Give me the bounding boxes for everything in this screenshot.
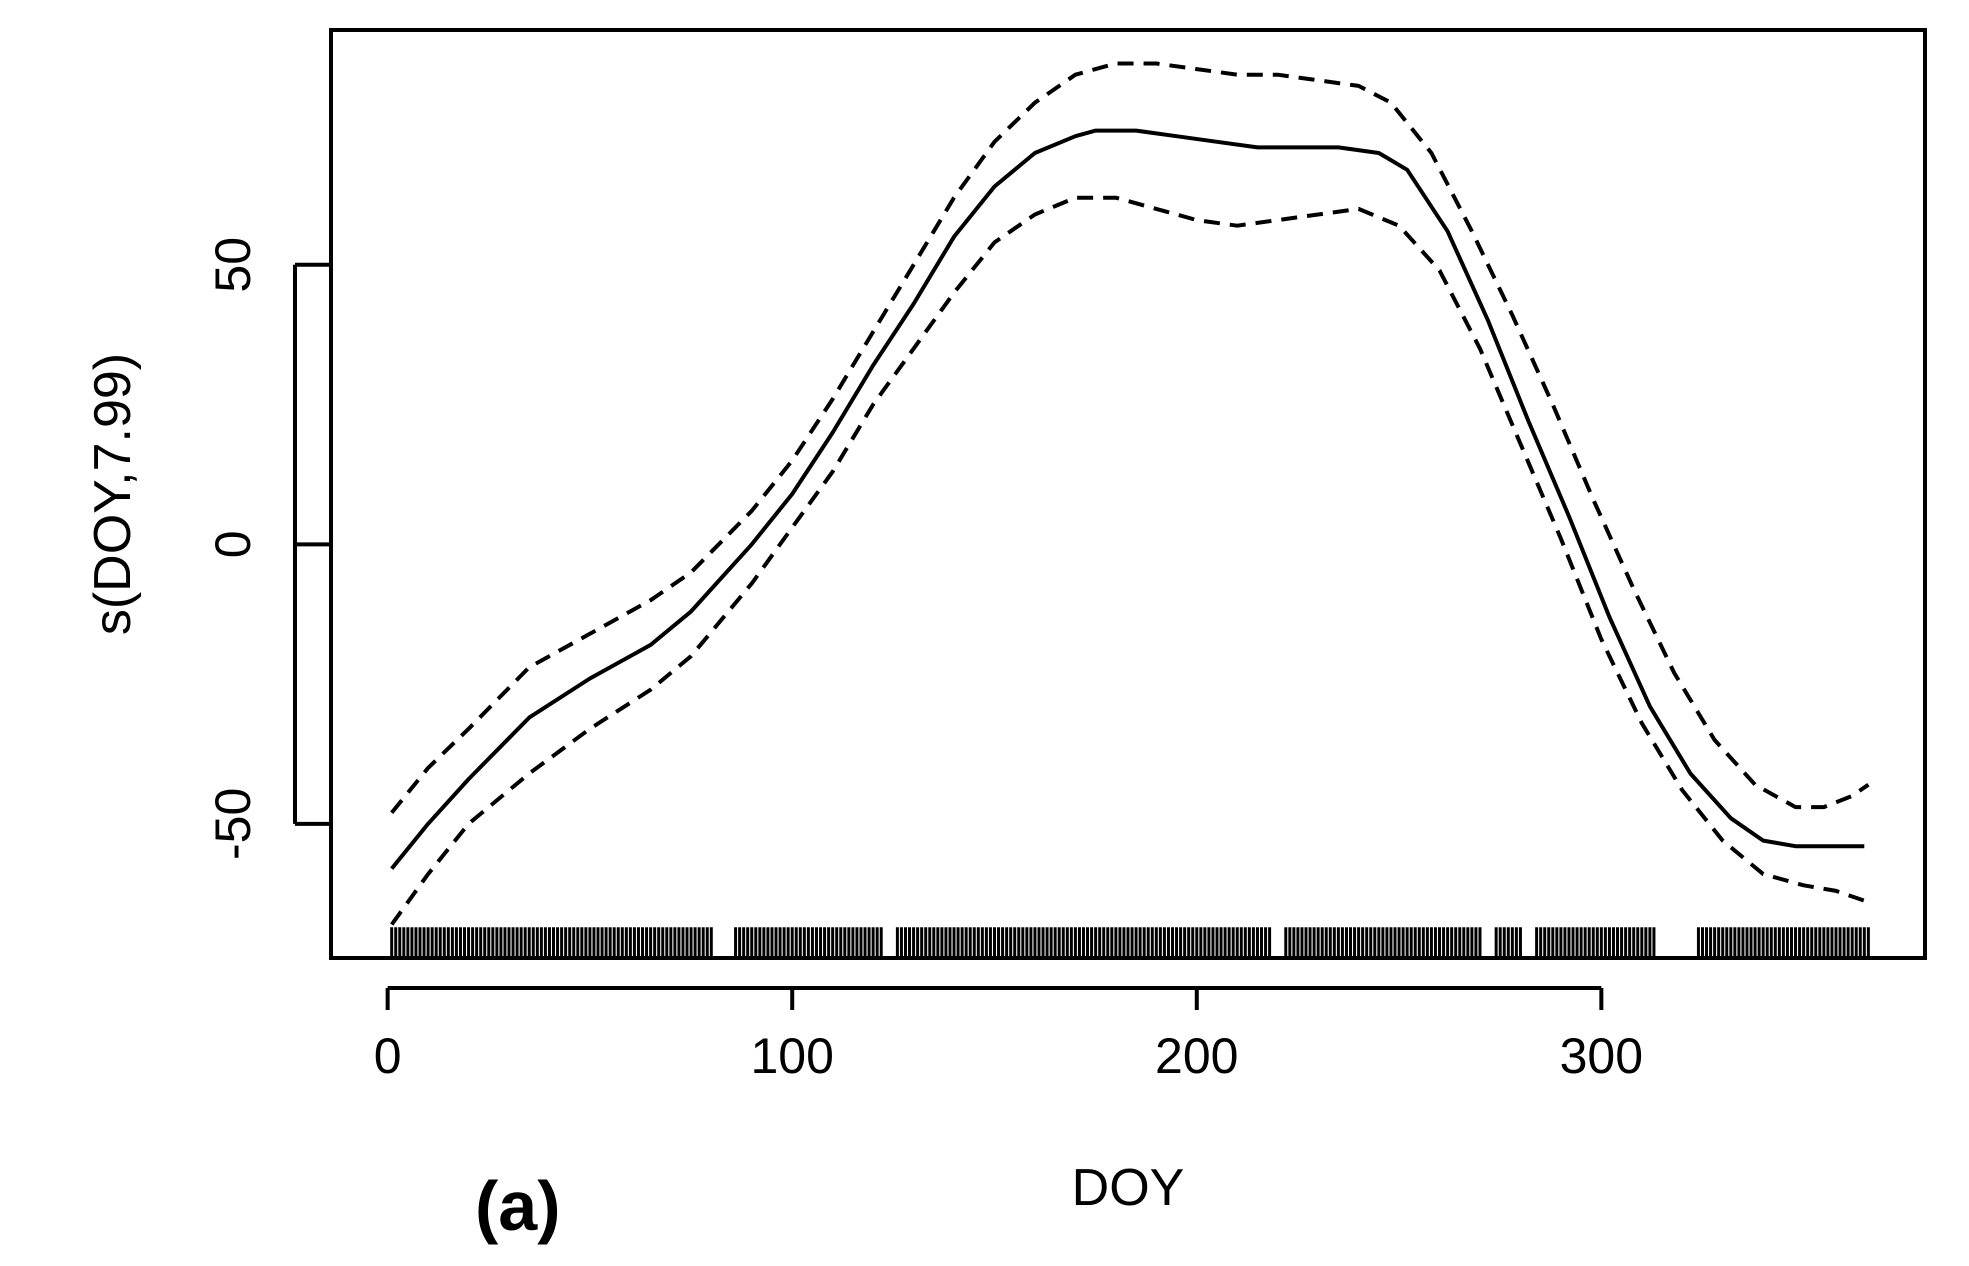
y-axis: -50 0 50 [205,237,331,860]
plot-frame [329,28,1927,960]
smooth-fit-line [390,128,1865,870]
panel-label: (a) [475,1167,561,1245]
x-axis: 0 100 200 300 [374,986,1643,1084]
y-tick-label: 50 [205,237,261,293]
x-tick-label: 300 [1560,1028,1643,1084]
confidence-band-upper [390,61,1870,814]
confidence-band-lower [390,195,1870,926]
x-tick-label: 0 [374,1028,402,1084]
x-tick-label: 200 [1155,1028,1238,1084]
x-axis-title: DOY [1072,1159,1185,1217]
y-axis-title: s(DOY,7.99) [84,353,142,635]
x-tick-label: 100 [750,1028,833,1084]
rug [390,927,1870,958]
y-tick-label: 0 [205,530,261,558]
series-lines [390,61,1870,926]
y-tick-label: -50 [205,788,261,860]
